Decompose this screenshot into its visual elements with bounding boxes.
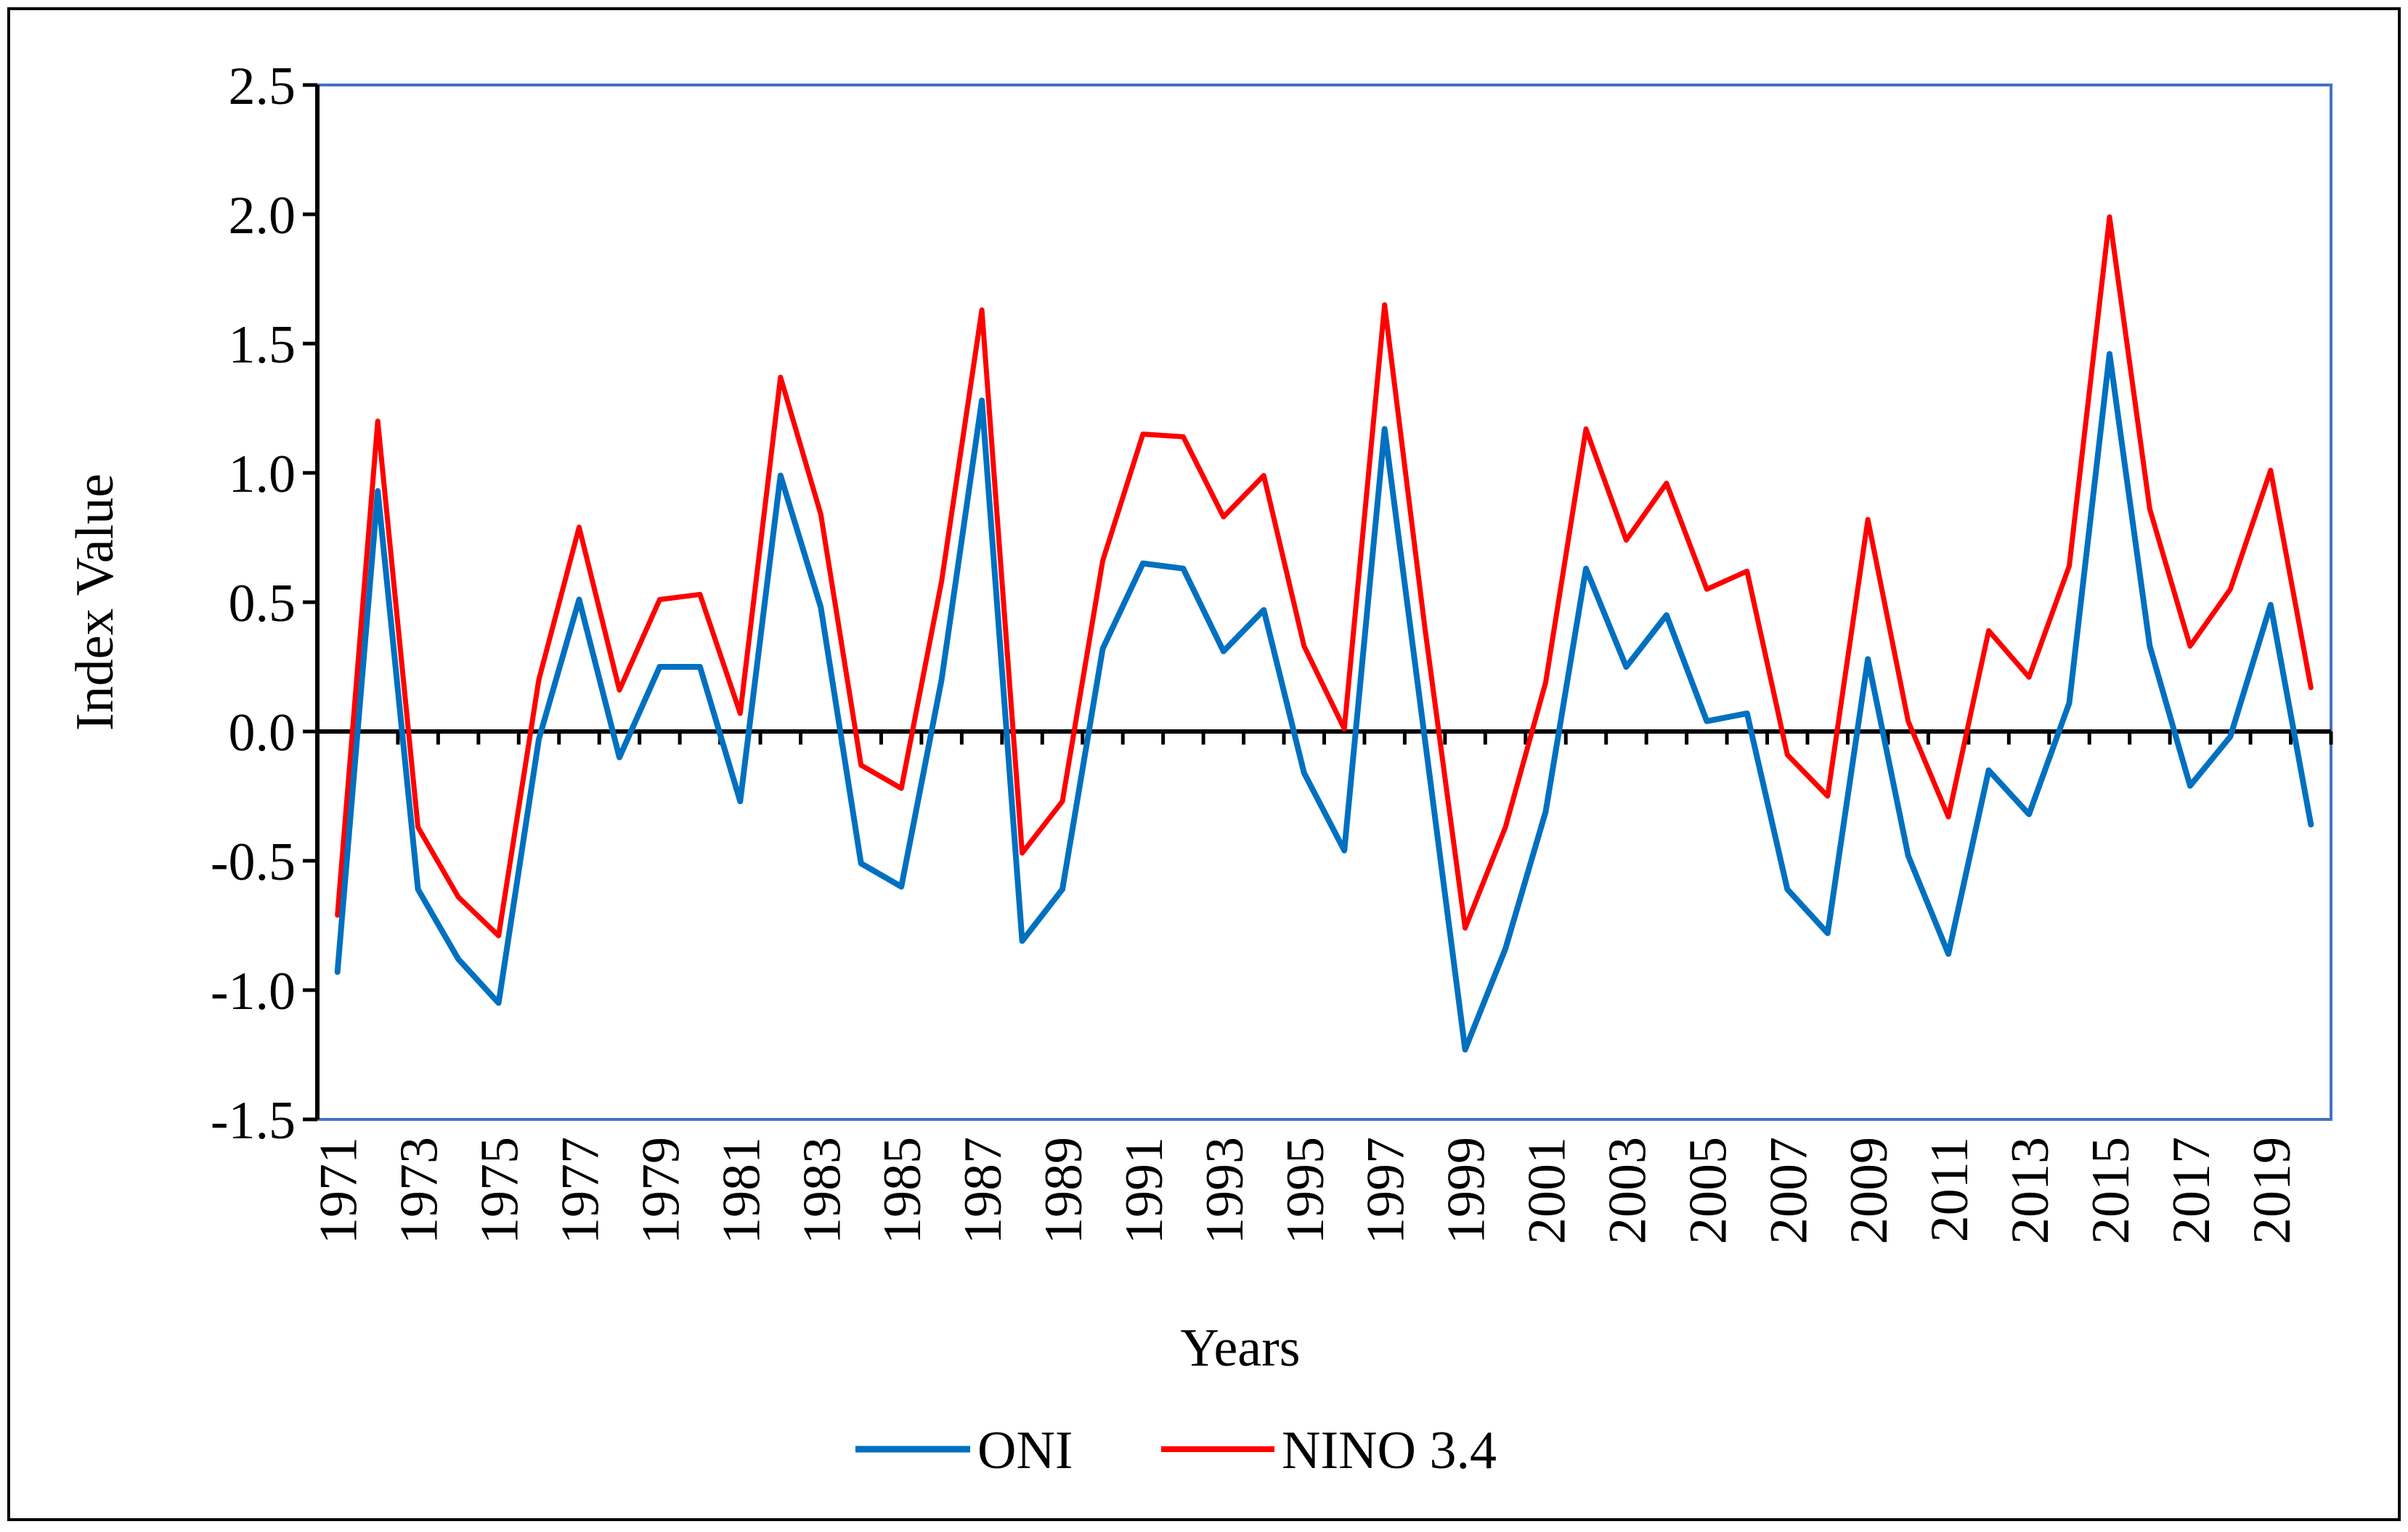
x-tick-label: 2013	[2001, 1137, 2060, 1244]
y-axis: 2.5 2.0 1.5 1.0 0.5 0.0 -0.5 -1.0 -1.5	[211, 57, 320, 1151]
legend-label: ONI	[977, 1421, 1073, 1480]
series-lines	[334, 214, 2314, 1053]
x-tick-label: 2011	[1920, 1137, 1980, 1242]
x-tick-label: 2015	[2081, 1137, 2141, 1244]
x-axis-title: Years	[1180, 1318, 1300, 1378]
x-tick-label: 1995	[1276, 1137, 1335, 1244]
x-axis: 1971 1973 1975 1977 1979 1981 1983 1985 1987 1989…	[309, 1137, 2302, 1244]
y-tick-label: -0.5	[211, 832, 296, 892]
x-tick-label: 2001	[1518, 1137, 1577, 1244]
x-tick-label: 1997	[1356, 1137, 1416, 1244]
y-tick-label: 0.0	[229, 703, 296, 763]
x-tick-label: 1985	[873, 1137, 932, 1244]
y-tick-label: 2.0	[229, 186, 296, 246]
x-tick-label: 1981	[712, 1137, 771, 1244]
x-tick-label: 2017	[2162, 1137, 2221, 1244]
y-tick-label: 0.5	[229, 574, 296, 633]
series-line-nino-3-4	[335, 214, 2314, 939]
x-tick-label: 1979	[631, 1137, 691, 1244]
y-tick-label: -1.5	[211, 1091, 296, 1151]
x-tick-label: 1989	[1034, 1137, 1094, 1244]
y-tick-label: -1.0	[211, 962, 296, 1021]
y-tick-label: 2.5	[229, 57, 296, 116]
x-tick-label: 1993	[1195, 1137, 1255, 1244]
legend-label: NINO 3.4	[1282, 1421, 1497, 1480]
chart-outer-border	[7, 7, 2401, 1521]
x-tick-label: 1983	[792, 1137, 852, 1244]
x-tick-label: 2003	[1598, 1137, 1657, 1244]
x-tick-label: 1977	[550, 1137, 610, 1244]
x-tick-label: 1975	[471, 1137, 530, 1244]
series-line-oni	[334, 351, 2314, 1053]
x-tick-label: 1991	[1115, 1137, 1174, 1244]
x-tick-label: 2019	[2242, 1137, 2302, 1244]
x-tick-label: 2005	[1678, 1137, 1738, 1244]
x-tick-label: 1973	[390, 1137, 450, 1244]
x-tick-label: 1987	[953, 1137, 1013, 1244]
y-tick-label: 1.0	[229, 445, 296, 504]
y-tick-label: 1.5	[229, 315, 296, 375]
x-tick-label: 2007	[1759, 1137, 1818, 1244]
x-tick-label: 1999	[1437, 1137, 1497, 1244]
legend: ONI NINO 3.4	[855, 1421, 1497, 1480]
y-axis-title: Index Value	[65, 474, 125, 731]
x-tick-label: 1971	[309, 1137, 369, 1244]
x-tick-label: 2009	[1839, 1137, 1899, 1244]
